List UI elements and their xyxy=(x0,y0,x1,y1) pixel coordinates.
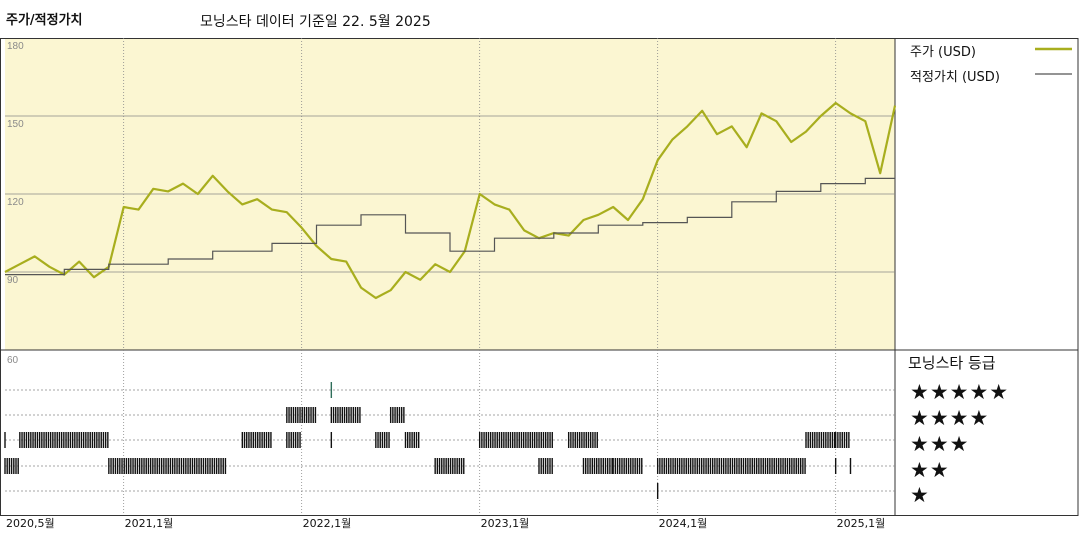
stars-2-label: ★★ xyxy=(910,458,950,482)
x-tick-label: 2021,1월 xyxy=(125,517,174,530)
x-tick-label: 2025,1월 xyxy=(837,517,886,530)
stars-5-label: ★★★★★ xyxy=(910,380,1010,404)
chart-subtitle: 모닝스타 데이터 기준일 22. 5월 2025 xyxy=(200,14,431,30)
rating-area xyxy=(5,350,895,515)
legend-fair-value: 적정가치 (USD) xyxy=(910,70,1000,85)
lower-panel-label: 60 xyxy=(7,355,19,366)
stars-4-label: ★★★★ xyxy=(910,406,990,430)
y-tick-label: 180 xyxy=(7,41,24,52)
price-line xyxy=(4,101,897,300)
y-tick-label: 90 xyxy=(7,275,19,286)
chart-title: 주가/적정가치 xyxy=(6,13,83,28)
x-tick-label: 2022,1월 xyxy=(303,517,352,530)
y-tick-label: 120 xyxy=(7,197,24,208)
x-tick-label: 2020,5월 xyxy=(6,517,55,530)
y-tick-label: 150 xyxy=(7,119,24,130)
rating-header: 모닝스타 등급 xyxy=(908,354,996,372)
x-tick-label: 2023,1월 xyxy=(481,517,530,530)
stars-3-label: ★★★ xyxy=(910,432,970,456)
x-tick-label: 2024,1월 xyxy=(659,517,708,530)
fair-value-line xyxy=(5,177,895,276)
chart-frame xyxy=(0,38,1079,516)
stars-1-label: ★ xyxy=(910,483,930,507)
legend-price: 주가 (USD) xyxy=(910,45,976,60)
